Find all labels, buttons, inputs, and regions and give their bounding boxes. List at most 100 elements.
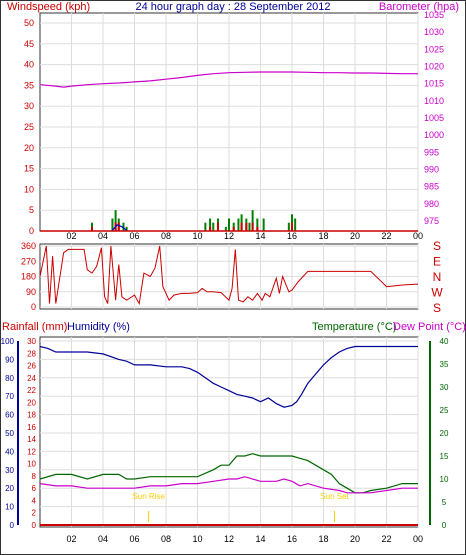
humidity-axis-label: Humidity (%)	[67, 321, 130, 333]
barometer-tick-label: 1030	[424, 27, 444, 37]
barometer-tick-label: 1010	[424, 96, 444, 106]
average-bar	[232, 226, 235, 231]
windspeed-tick-label: 40	[24, 60, 34, 70]
average-bar	[117, 222, 120, 231]
bottom-x-tick-label: 14	[255, 534, 265, 544]
sun-event-label: Sun Set	[320, 492, 349, 501]
humidity-line	[39, 345, 418, 408]
average-bar	[256, 226, 259, 231]
windspeed-tick-label: 30	[24, 101, 34, 111]
bottom-x-ticks: 02 04 06 08 10 12 14 16 18 20 22 00	[66, 534, 423, 544]
compass-label: W	[431, 286, 443, 300]
humidity-tick-label: 30	[5, 466, 14, 475]
gust-bar	[251, 210, 254, 231]
direction-tick-label: 0	[31, 302, 36, 312]
temperature-tick-label: 35	[440, 360, 449, 369]
rainfall-axis-label: Rainfall (mm)	[2, 321, 67, 333]
bottom-x-tick-label: 20	[350, 534, 360, 544]
bottom-side-axes	[17, 341, 431, 525]
rainfall-tick-label: 6	[32, 484, 37, 493]
humidity-ticks: 0 10 20 30 40 50 60 70 80 90 100	[1, 337, 15, 530]
top-x-tick-label: 18	[318, 231, 328, 241]
bottom-grid	[40, 337, 419, 527]
rainfall-tick-label: 30	[27, 337, 36, 346]
windspeed-tick-label: 20	[24, 143, 34, 153]
gust-bar	[114, 210, 117, 231]
humidity-tick-label: 70	[5, 392, 14, 401]
wind-barometer-chart: Windspeed (kph) 24 hour graph day : 28 S…	[7, 1, 459, 241]
temperature-tick-label: 20	[440, 429, 449, 438]
gust-bar	[111, 218, 114, 231]
rainfall-tick-label: 8	[32, 472, 37, 481]
gust-bar	[287, 222, 290, 231]
direction-tick-label: 90	[26, 287, 36, 297]
barometer-tick-label: 975	[424, 216, 439, 226]
mean-wind-line	[111, 224, 127, 231]
bottom-x-tick-label: 18	[318, 534, 328, 544]
rainfall-tick-label: 10	[27, 460, 36, 469]
gust-bar	[209, 218, 212, 231]
chart-title: 24 hour graph day : 28 September 2012	[135, 1, 330, 13]
barometer-line	[39, 71, 418, 88]
barometer-tick-label: 980	[424, 199, 439, 209]
bottom-x-tick-label: 06	[129, 534, 139, 544]
temperature-tick-label: 15	[440, 452, 449, 461]
barometer-tick-label: 1005	[424, 113, 444, 123]
windspeed-tick-label: 15	[24, 164, 34, 174]
rainfall-tick-label: 18	[27, 411, 36, 420]
barometer-axis-label: Barometer (hpa)	[379, 1, 459, 13]
humidity-tick-label: 20	[5, 484, 14, 493]
temperature-line	[39, 453, 418, 494]
barometer-tick-label: 995	[424, 147, 439, 157]
bottom-x-tick-label: 22	[381, 534, 391, 544]
gust-bar	[224, 226, 227, 231]
top-x-tick-label: 00	[413, 231, 423, 241]
gust-bar	[212, 222, 215, 231]
direction-ticks: 0 90 180 270 360	[21, 241, 36, 312]
windspeed-tick-label: 25	[24, 122, 34, 132]
average-bar	[245, 222, 248, 231]
dewpoint-axis-label: Dew Point (°C)	[393, 321, 466, 333]
direction-line	[39, 245, 419, 306]
barometer-tick-label: 1025	[424, 44, 444, 54]
direction-tick-label: 270	[21, 256, 36, 266]
temperature-tick-label: 25	[440, 406, 449, 415]
bottom-x-tick-label: 04	[98, 534, 108, 544]
sun-event-label: Sun Rise	[132, 492, 165, 501]
gust-bar	[256, 218, 259, 231]
rainfall-tick-label: 20	[27, 398, 36, 407]
gust-bar	[228, 218, 230, 231]
top-x-tick-label: 22	[381, 231, 391, 241]
top-x-tick-label: 06	[129, 231, 139, 241]
bottom-lines	[39, 345, 418, 526]
direction-tick-label: 180	[21, 272, 36, 282]
average-bar	[216, 222, 219, 231]
average-bar	[251, 222, 254, 231]
windspeed-tick-label: 5	[29, 205, 34, 215]
bottom-x-tick-label: 00	[413, 534, 423, 544]
rainfall-tick-label: 2	[32, 509, 37, 518]
rainfall-tick-label: 28	[27, 349, 36, 358]
barometer-tick-label: 1015	[424, 79, 444, 89]
gust-bar	[125, 226, 128, 231]
temperature-tick-label: 40	[440, 337, 449, 346]
temperature-tick-label: 0	[442, 521, 447, 530]
rainfall-tick-label: 4	[32, 496, 37, 505]
windspeed-tick-label: 45	[24, 39, 34, 49]
windspeed-tick-label: 35	[24, 80, 34, 90]
bottom-x-tick-label: 08	[161, 534, 171, 544]
humidity-tick-label: 90	[5, 355, 14, 364]
gust-bar	[262, 218, 265, 231]
top-x-tick-label: 12	[224, 231, 234, 241]
barometer-tick-label: 985	[424, 182, 439, 192]
rainfall-tick-label: 16	[27, 423, 36, 432]
average-bar	[291, 222, 293, 231]
barometer-tick-label: 1035	[424, 10, 444, 20]
temperature-humidity-chart: Rainfall (mm) Humidity (%) Temperature (…	[1, 321, 466, 544]
top-grid	[40, 13, 419, 232]
gust-bar	[248, 222, 251, 231]
top-x-ticks: 02 04 06 08 10 12 14 16 18 20 22 00	[66, 231, 423, 241]
rainfall-tick-label: 26	[27, 362, 36, 371]
average-bar	[240, 222, 243, 231]
